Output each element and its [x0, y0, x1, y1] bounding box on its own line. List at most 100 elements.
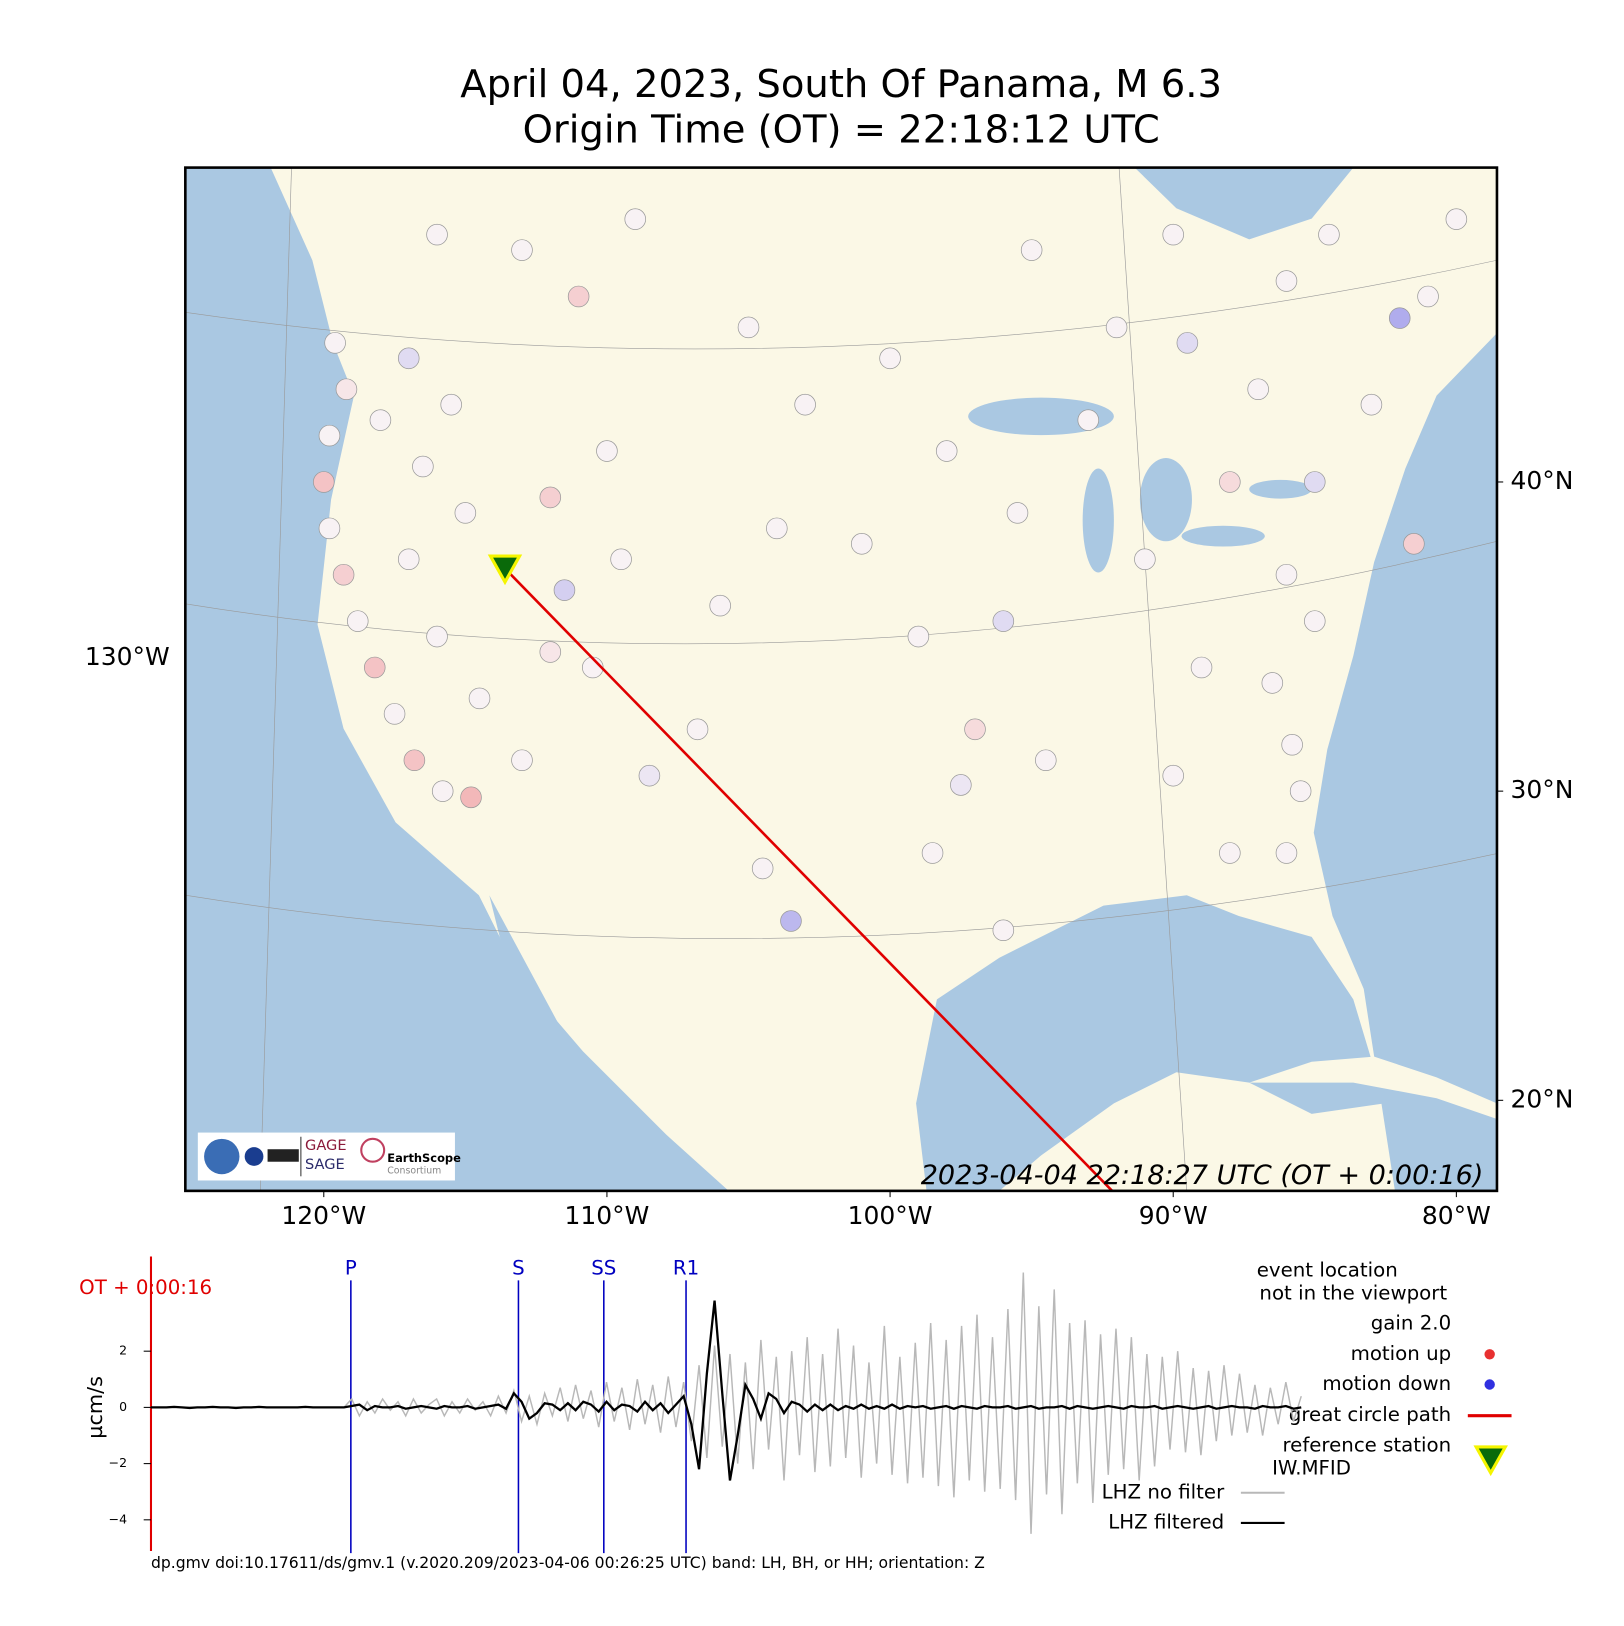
station — [1162, 223, 1184, 246]
lon-tick-label: 120°W — [281, 1201, 366, 1230]
station — [511, 749, 533, 771]
station — [1176, 332, 1199, 354]
station — [397, 548, 420, 571]
station — [318, 424, 341, 447]
subtitle: Origin Time (OT) = 22:18:12 UTC — [523, 108, 1160, 153]
legend-down-dot — [1484, 1379, 1495, 1390]
y-tick-label: 0 — [119, 1399, 127, 1414]
lat-tick-label: 30°N — [1510, 775, 1573, 804]
graticule — [185, 167, 1497, 1191]
station — [313, 471, 335, 493]
lon-tick-label: 100°W — [848, 1201, 933, 1230]
map-ticks: 120°W 110°W 100°W 90°W 80°W 40°N 30°N 20°N — [281, 466, 1573, 1230]
station — [1388, 307, 1411, 329]
legend-motion-down: motion down — [1322, 1372, 1451, 1395]
station — [1275, 842, 1298, 864]
legend-unfiltered: LHZ no filter — [1102, 1480, 1225, 1503]
map-timestamp: 2023-04-04 22:18:27 UTC (OT + 0:00:16) — [921, 1160, 1484, 1191]
map-frame — [184, 166, 1499, 1193]
station — [1162, 764, 1184, 787]
logo-earthscope: EarthScope — [387, 1151, 461, 1165]
station — [1190, 656, 1213, 679]
legend-reference-marker — [1473, 1445, 1508, 1477]
station — [1105, 316, 1128, 339]
station — [1318, 223, 1340, 246]
station — [318, 517, 341, 540]
station — [468, 687, 491, 710]
station — [1360, 393, 1383, 416]
station — [964, 718, 986, 741]
y-axis-label: µcm/s — [83, 1376, 107, 1439]
station — [412, 455, 434, 478]
legend-event-2: not in the viewport — [1259, 1281, 1447, 1304]
legend-reference-name: IW.MFID — [1272, 1456, 1351, 1479]
station — [553, 579, 576, 601]
station — [454, 502, 477, 524]
station — [1134, 548, 1156, 571]
station — [1445, 208, 1468, 230]
station — [1219, 842, 1241, 864]
station — [426, 625, 448, 648]
station — [332, 563, 355, 586]
legend-gain: gain 2.0 — [1371, 1312, 1451, 1335]
station — [1275, 270, 1298, 292]
station — [610, 548, 632, 571]
station — [992, 610, 1015, 632]
phase-label: R1 — [673, 1256, 699, 1279]
station — [709, 594, 731, 617]
station — [780, 910, 802, 932]
lat-tick-label: 20°N — [1510, 1084, 1573, 1113]
station — [346, 610, 369, 632]
station — [567, 285, 590, 308]
station — [1219, 471, 1241, 493]
station — [1403, 533, 1425, 555]
station — [1261, 672, 1284, 694]
phase-label: P — [345, 1256, 357, 1279]
logo-nasa — [244, 1147, 264, 1166]
station — [1035, 749, 1057, 771]
station — [921, 842, 944, 864]
title: April 04, 2023, South Of Panama, M 6.3 — [460, 62, 1222, 107]
logo-nsf — [204, 1138, 240, 1175]
legend-filtered: LHZ filtered — [1108, 1510, 1224, 1533]
lat-tick-label: 40°N — [1510, 466, 1573, 495]
station — [686, 718, 709, 741]
filtered-trace — [150, 1300, 1302, 1481]
y-tick-label: 2 — [119, 1343, 127, 1358]
ot-label: OT + 0:00:16 — [79, 1276, 212, 1299]
station — [440, 393, 462, 416]
station — [879, 347, 901, 370]
station — [1304, 610, 1326, 632]
reference-station-marker — [487, 554, 523, 586]
map-area — [185, 167, 1497, 1191]
y-tick-label: −4 — [109, 1511, 127, 1526]
station — [369, 409, 392, 431]
water — [185, 167, 1497, 1191]
station — [1247, 378, 1269, 400]
station — [935, 440, 958, 462]
station — [1275, 563, 1298, 586]
station — [1289, 780, 1312, 802]
legend-up-dot — [1484, 1349, 1495, 1360]
station — [397, 347, 420, 370]
seismogram: µcm/s OT + 0:00:16 event location not in… — [79, 1256, 1512, 1572]
station — [335, 378, 358, 400]
logo-consortium: Consortium — [387, 1166, 441, 1177]
legend-path: great circle path — [1289, 1403, 1451, 1426]
station — [1020, 239, 1043, 261]
station — [624, 208, 647, 230]
station — [383, 703, 406, 725]
lon-tick-label: 90°W — [1139, 1201, 1208, 1230]
station — [431, 780, 454, 802]
cuba — [1249, 1056, 1497, 1120]
station — [1417, 285, 1439, 308]
station — [766, 517, 788, 540]
logo-earthscope-mark — [360, 1137, 386, 1163]
station — [539, 486, 562, 509]
station — [751, 857, 774, 880]
phase-label: S — [512, 1256, 525, 1279]
logo-sage: SAGE — [305, 1156, 345, 1173]
phase-label: SS — [591, 1256, 616, 1279]
station — [638, 764, 661, 787]
